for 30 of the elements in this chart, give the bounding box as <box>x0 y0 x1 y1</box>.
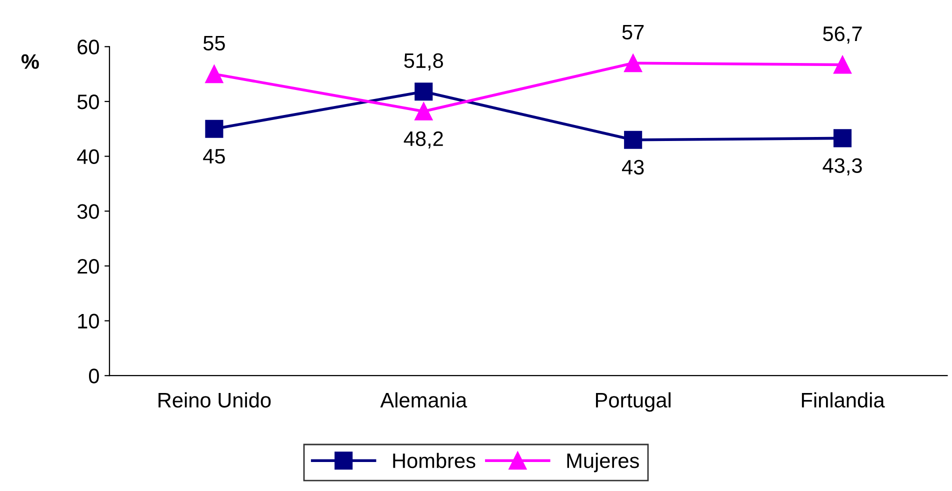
legend-label: Hombres <box>393 452 476 468</box>
y-tick-label: 20 <box>78 258 99 274</box>
point <box>833 56 852 74</box>
data-label: 43 <box>622 160 644 175</box>
point <box>205 120 224 138</box>
point <box>205 65 224 84</box>
point <box>624 54 642 72</box>
y-tick-label: 0 <box>88 368 99 384</box>
data-label: 55 <box>203 36 225 50</box>
data-label: 43,3 <box>822 158 862 176</box>
data-label: 48,2 <box>404 131 443 149</box>
y-tick-label: 60 <box>78 40 99 54</box>
data-label: 45 <box>203 149 225 164</box>
x-tick-label: Reino Unido <box>158 392 271 408</box>
point <box>624 130 642 149</box>
data-label: 57 <box>622 24 644 40</box>
point <box>414 102 433 120</box>
x-tick-label: Portugal <box>596 392 670 412</box>
point <box>833 129 852 148</box>
legend-label: Mujeres <box>567 452 639 472</box>
y-tick-label: 10 <box>78 314 99 329</box>
y-tick-label: 30 <box>77 204 99 219</box>
y-tick-label: 50 <box>77 94 99 110</box>
y-axis-title: % <box>21 54 39 69</box>
data-label: 56,7 <box>823 26 862 44</box>
data-label: 51,8 <box>404 53 444 71</box>
y-tick-label: 40 <box>77 149 99 164</box>
point <box>414 82 433 101</box>
x-tick-label: Finlandia <box>802 392 885 408</box>
x-tick-label: Alemania <box>380 392 468 408</box>
